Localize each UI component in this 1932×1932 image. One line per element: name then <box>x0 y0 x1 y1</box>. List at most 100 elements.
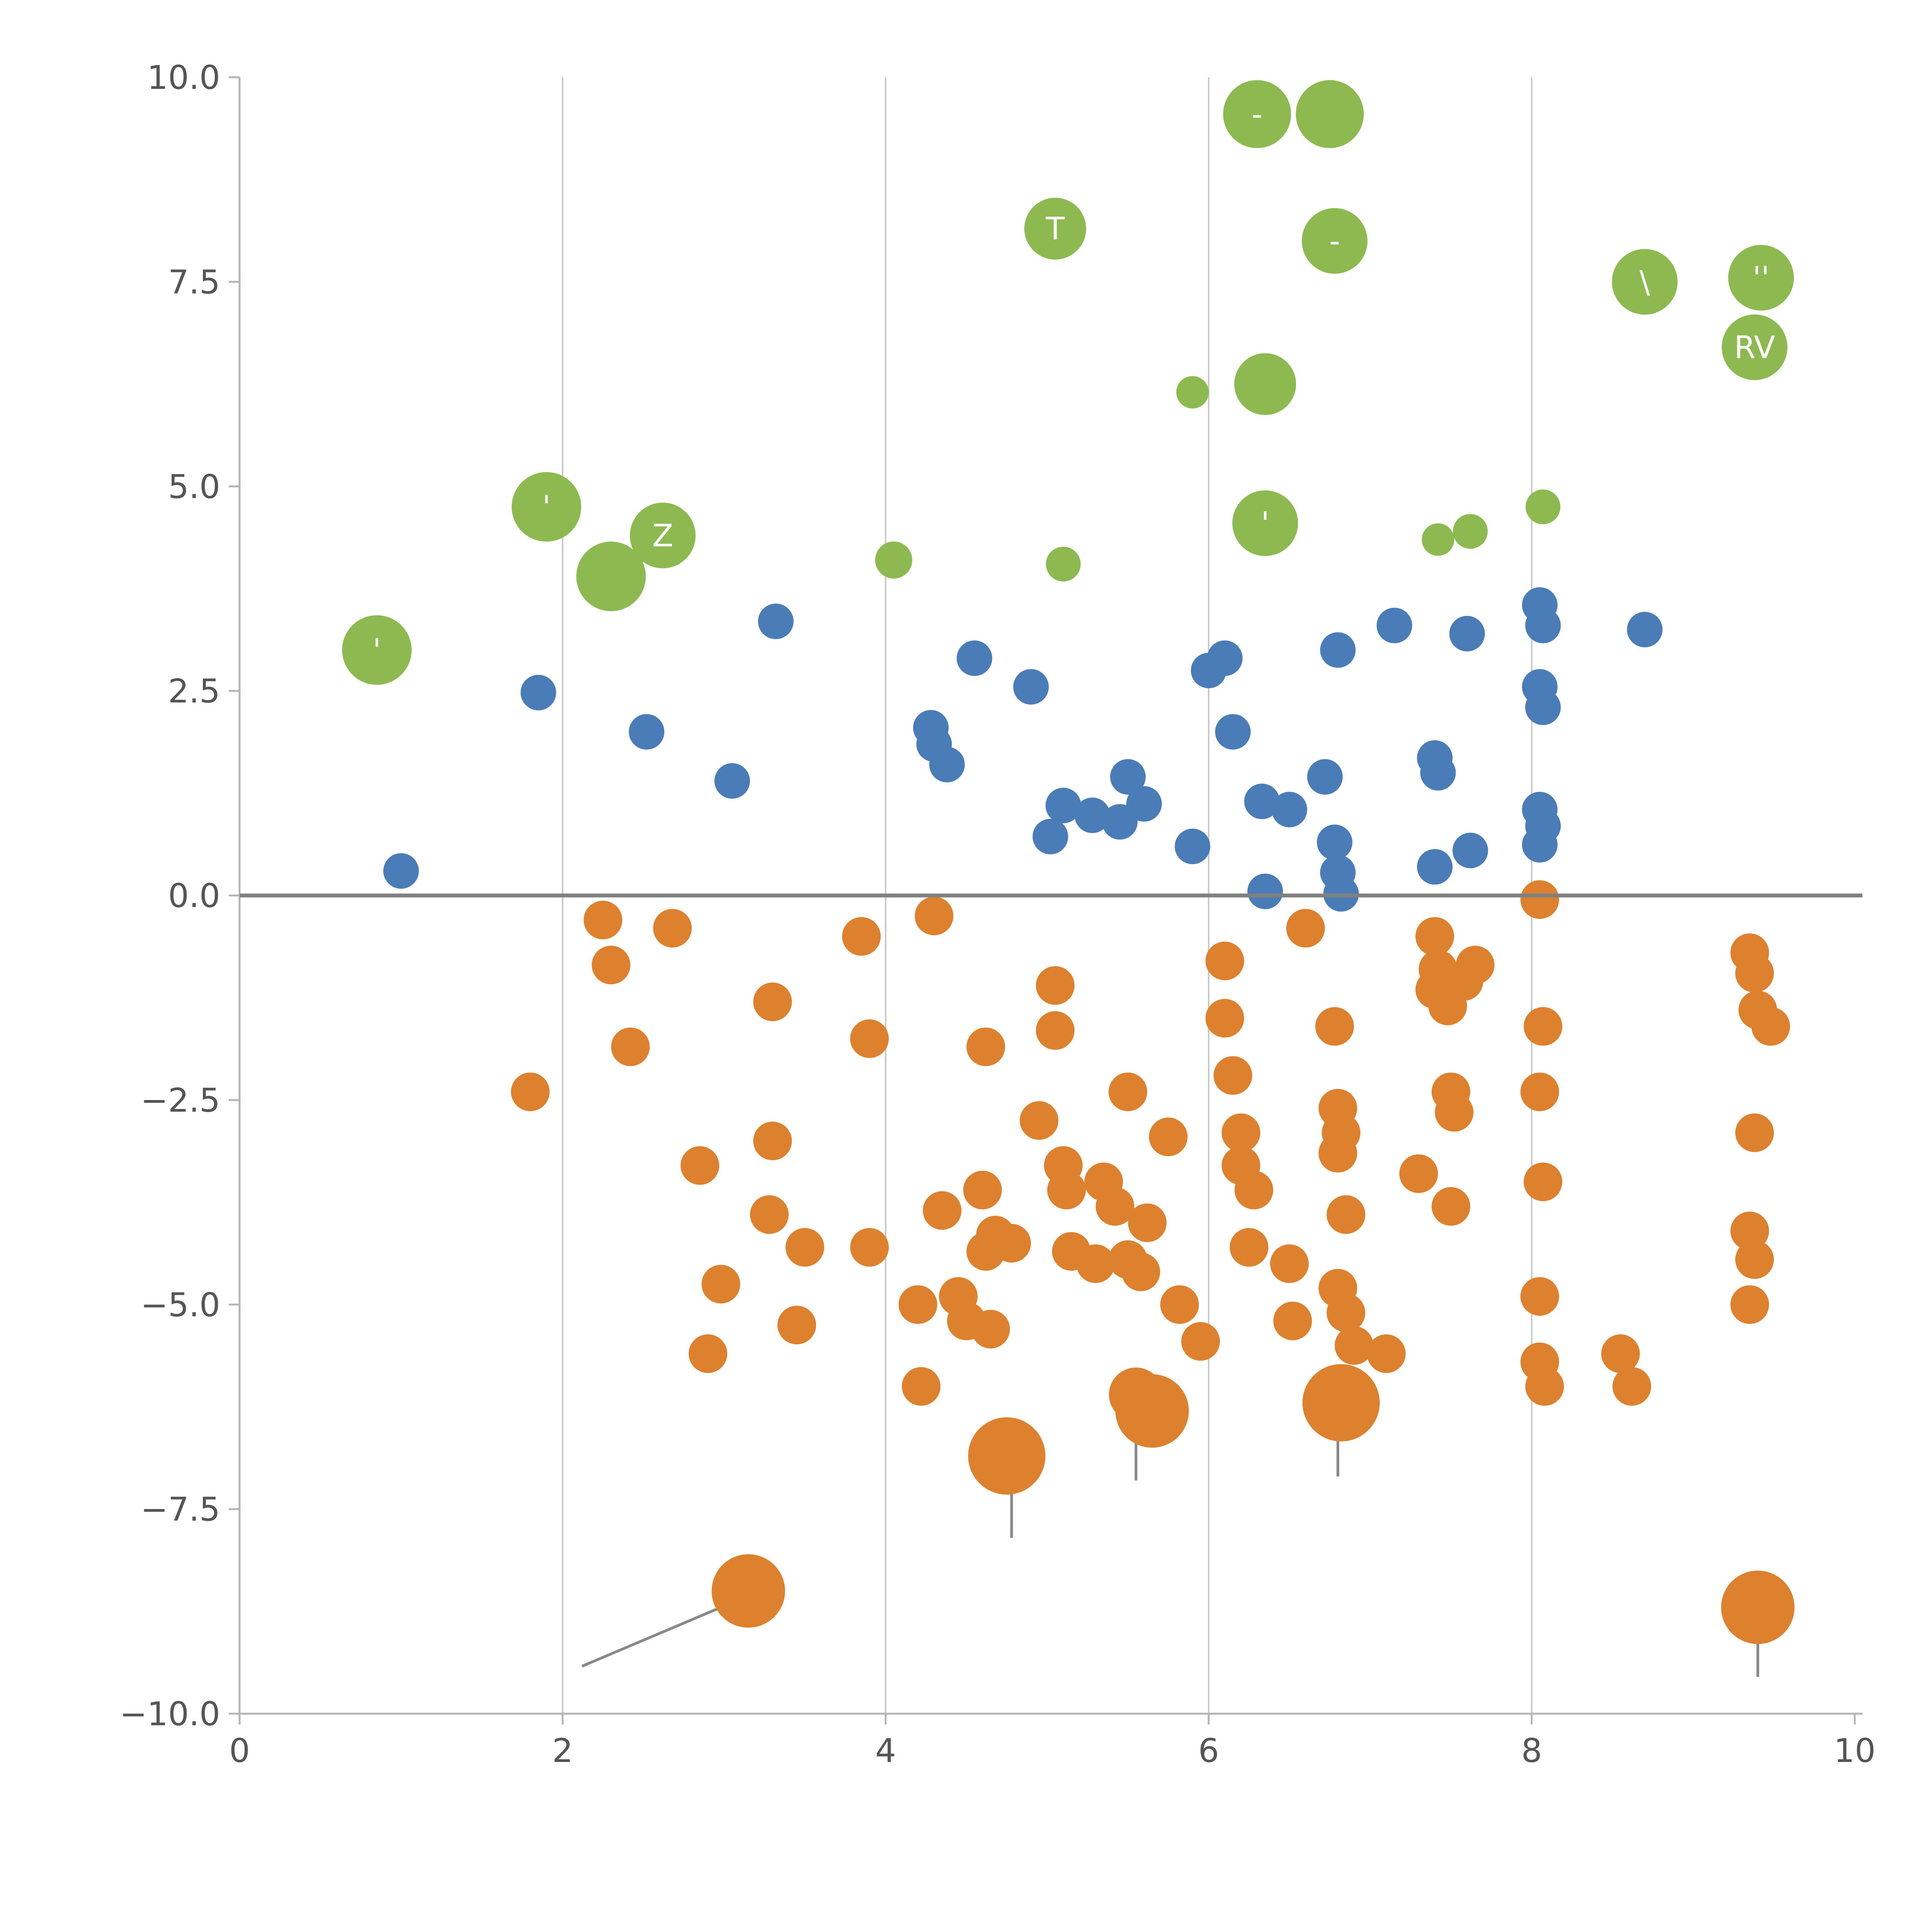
data-point-blue[interactable] <box>758 604 794 639</box>
data-point-orange[interactable] <box>850 1019 889 1058</box>
data-point-blue[interactable] <box>1215 714 1251 750</box>
data-point-blue[interactable] <box>1307 759 1343 795</box>
data-point-orange[interactable] <box>711 1554 785 1628</box>
data-point-blue[interactable] <box>714 763 750 799</box>
data-point-orange[interactable] <box>1735 1240 1774 1279</box>
data-point-blue[interactable] <box>1075 797 1111 833</box>
data-point-orange[interactable] <box>1525 1367 1564 1406</box>
data-point-orange[interactable] <box>1128 1203 1167 1242</box>
data-point-orange[interactable] <box>1721 1570 1795 1644</box>
data-point-green[interactable] <box>1728 245 1794 311</box>
data-point-orange[interactable] <box>1270 1244 1309 1283</box>
data-point-orange[interactable] <box>680 1146 719 1185</box>
data-point-green[interactable] <box>1046 546 1081 582</box>
data-point-green[interactable] <box>1422 523 1454 556</box>
data-point-orange[interactable] <box>842 917 881 956</box>
data-point-orange[interactable] <box>968 1417 1046 1495</box>
data-point-orange[interactable] <box>1315 1007 1354 1046</box>
data-point-orange[interactable] <box>1456 946 1495 985</box>
data-point-orange[interactable] <box>1520 1072 1559 1111</box>
data-point-blue[interactable] <box>1247 873 1283 909</box>
data-point-orange[interactable] <box>1730 1285 1769 1324</box>
data-point-orange[interactable] <box>1230 1228 1269 1267</box>
data-point-green[interactable] <box>1024 197 1086 260</box>
data-point-orange[interactable] <box>850 1228 889 1267</box>
data-point-orange[interactable] <box>753 982 792 1021</box>
data-point-blue[interactable] <box>1110 759 1146 795</box>
data-point-orange[interactable] <box>901 1367 940 1406</box>
data-point-orange[interactable] <box>1047 1170 1086 1209</box>
data-point-orange[interactable] <box>1205 999 1244 1038</box>
data-point-orange[interactable] <box>1751 1007 1790 1046</box>
data-point-orange[interactable] <box>1181 1322 1220 1361</box>
data-point-orange[interactable] <box>1415 917 1454 956</box>
data-point-orange[interactable] <box>1735 1113 1774 1152</box>
data-point-green[interactable] <box>1296 80 1364 148</box>
data-point-blue[interactable] <box>1627 612 1663 648</box>
data-point-orange[interactable] <box>1432 1187 1470 1226</box>
data-point-orange[interactable] <box>1115 1374 1189 1448</box>
data-point-orange[interactable] <box>689 1334 728 1373</box>
data-point-green[interactable] <box>1721 314 1787 380</box>
data-point-orange[interactable] <box>1327 1293 1366 1332</box>
data-point-blue[interactable] <box>1417 849 1453 885</box>
data-point-orange[interactable] <box>1213 1056 1252 1095</box>
data-point-orange[interactable] <box>1121 1252 1160 1291</box>
data-point-blue[interactable] <box>1126 786 1162 822</box>
data-point-orange[interactable] <box>1367 1334 1406 1373</box>
data-point-orange[interactable] <box>750 1195 789 1234</box>
data-point-orange[interactable] <box>1221 1113 1260 1152</box>
data-point-orange[interactable] <box>1205 941 1244 980</box>
data-point-blue[interactable] <box>929 747 965 782</box>
data-point-blue[interactable] <box>1272 792 1307 828</box>
data-point-orange[interactable] <box>1160 1285 1199 1324</box>
data-point-orange[interactable] <box>966 1027 1005 1066</box>
data-point-blue[interactable] <box>1102 804 1138 840</box>
data-point-orange[interactable] <box>971 1310 1010 1349</box>
data-point-blue[interactable] <box>1449 616 1485 651</box>
data-point-orange[interactable] <box>1036 1011 1075 1050</box>
data-point-blue[interactable] <box>1175 828 1211 864</box>
data-point-green[interactable] <box>1223 80 1291 148</box>
data-point-blue[interactable] <box>383 853 419 889</box>
data-point-green[interactable] <box>1302 208 1368 274</box>
data-point-blue[interactable] <box>1320 632 1356 668</box>
data-point-orange[interactable] <box>777 1306 816 1345</box>
data-point-orange[interactable] <box>1601 1334 1640 1373</box>
data-point-orange[interactable] <box>611 1027 650 1066</box>
data-point-orange[interactable] <box>1318 1134 1357 1173</box>
data-point-orange[interactable] <box>898 1285 937 1324</box>
data-point-orange[interactable] <box>1109 1072 1147 1111</box>
data-point-orange[interactable] <box>1036 966 1075 1005</box>
data-point-orange[interactable] <box>1730 1211 1769 1250</box>
data-point-blue[interactable] <box>1452 833 1488 869</box>
data-point-orange[interactable] <box>1335 1326 1374 1365</box>
data-point-blue[interactable] <box>629 714 665 750</box>
data-point-blue[interactable] <box>1376 607 1412 643</box>
data-point-orange[interactable] <box>1327 1195 1366 1234</box>
data-point-orange[interactable] <box>1020 1101 1059 1140</box>
data-point-blue[interactable] <box>1525 607 1561 643</box>
data-point-blue[interactable] <box>956 640 992 676</box>
data-point-green[interactable] <box>1453 514 1488 549</box>
data-point-blue[interactable] <box>1525 689 1561 725</box>
data-point-orange[interactable] <box>583 901 622 940</box>
data-point-orange[interactable] <box>1520 1277 1559 1316</box>
data-point-green[interactable] <box>342 615 412 685</box>
data-point-blue[interactable] <box>1522 827 1558 863</box>
data-point-blue[interactable] <box>1045 787 1081 823</box>
data-point-blue[interactable] <box>1317 824 1353 860</box>
data-point-green[interactable] <box>875 541 912 579</box>
data-point-orange[interactable] <box>915 896 954 935</box>
data-point-blue[interactable] <box>1207 640 1243 676</box>
data-point-orange[interactable] <box>1520 880 1559 919</box>
data-point-orange[interactable] <box>753 1121 792 1160</box>
data-point-orange[interactable] <box>1524 1162 1563 1201</box>
data-point-green[interactable] <box>1234 353 1296 415</box>
data-point-green[interactable] <box>576 541 646 611</box>
data-point-orange[interactable] <box>1302 1364 1380 1442</box>
data-point-orange[interactable] <box>1076 1244 1115 1283</box>
data-point-orange[interactable] <box>1612 1367 1651 1406</box>
data-point-orange[interactable] <box>1524 1007 1563 1046</box>
data-point-orange[interactable] <box>1235 1170 1274 1209</box>
